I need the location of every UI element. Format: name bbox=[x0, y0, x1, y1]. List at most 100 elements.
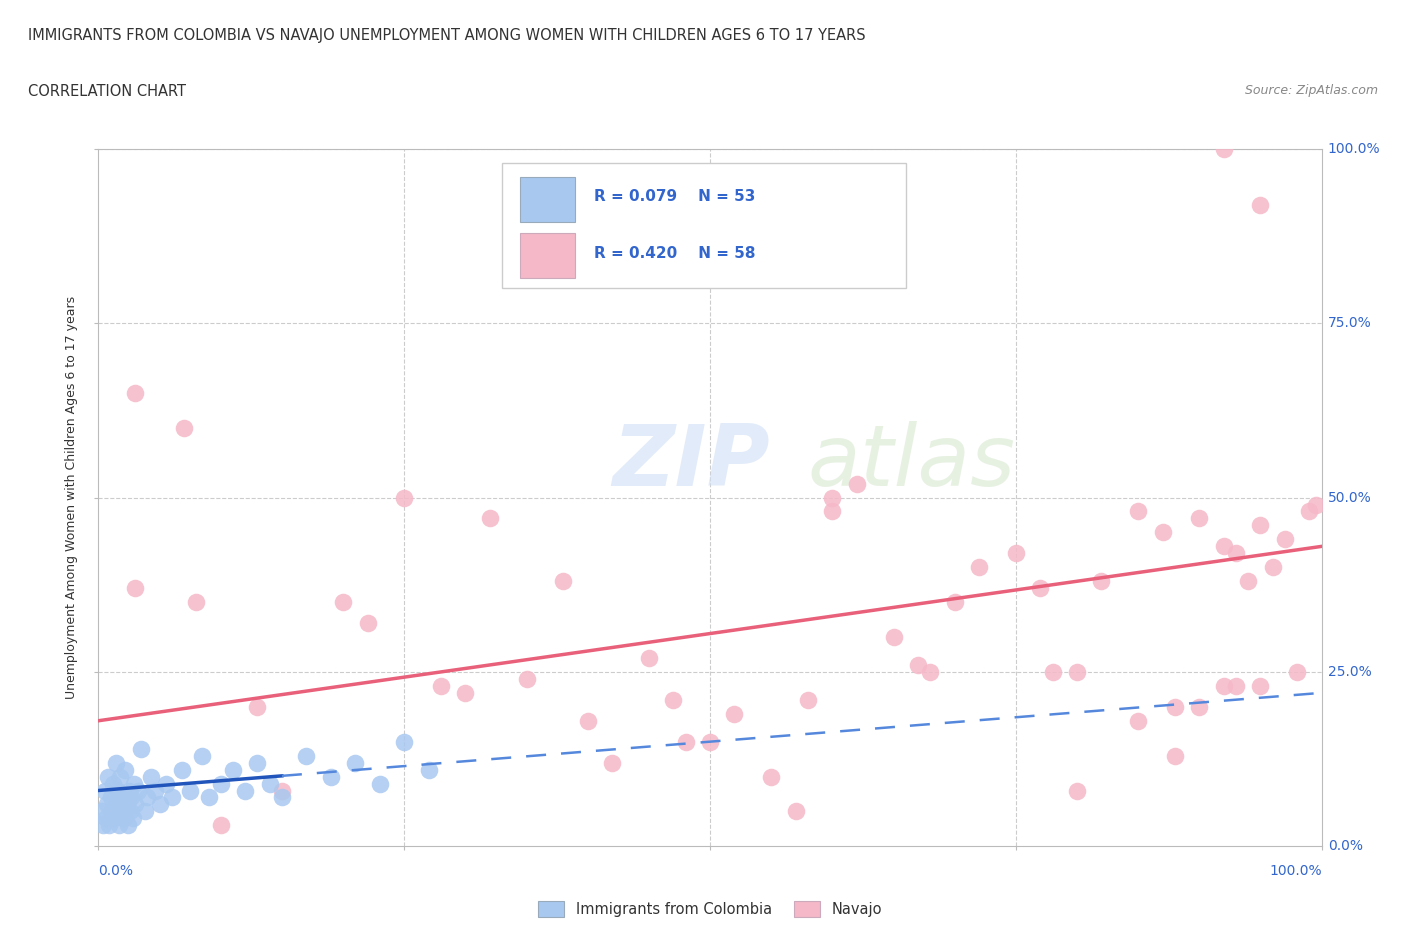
Point bbox=[270, 790, 294, 805]
Point bbox=[785, 804, 807, 819]
Point bbox=[845, 476, 868, 491]
Point bbox=[1042, 665, 1064, 680]
Point bbox=[967, 560, 990, 575]
Point bbox=[1305, 498, 1327, 512]
Point bbox=[94, 811, 117, 826]
Point bbox=[155, 776, 177, 790]
Point bbox=[675, 735, 697, 750]
Point bbox=[943, 595, 966, 610]
Text: 0.0%: 0.0% bbox=[1327, 839, 1362, 854]
Point bbox=[1250, 518, 1272, 533]
Point bbox=[1286, 665, 1309, 680]
Point bbox=[1029, 580, 1052, 596]
Y-axis label: Unemployment Among Women with Children Ages 6 to 17 years: Unemployment Among Women with Children A… bbox=[65, 296, 79, 699]
Point bbox=[430, 679, 453, 694]
Point bbox=[761, 769, 783, 784]
Point bbox=[270, 783, 294, 798]
Point bbox=[1237, 574, 1260, 589]
Point bbox=[883, 630, 905, 644]
Text: IMMIGRANTS FROM COLOMBIA VS NAVAJO UNEMPLOYMENT AMONG WOMEN WITH CHILDREN AGES 6: IMMIGRANTS FROM COLOMBIA VS NAVAJO UNEMP… bbox=[28, 28, 866, 43]
Point bbox=[191, 748, 214, 763]
Point bbox=[101, 804, 124, 819]
Point bbox=[1188, 512, 1211, 526]
Point bbox=[127, 783, 149, 798]
Point bbox=[110, 769, 132, 784]
Point bbox=[120, 790, 142, 805]
Point bbox=[197, 790, 219, 805]
Text: R = 0.420    N = 58: R = 0.420 N = 58 bbox=[593, 246, 755, 261]
Point bbox=[356, 616, 378, 631]
Point bbox=[100, 790, 122, 805]
Text: 100.0%: 100.0% bbox=[1327, 141, 1381, 156]
Point bbox=[105, 797, 128, 812]
Point bbox=[454, 685, 477, 700]
Point bbox=[120, 804, 142, 819]
Point bbox=[1225, 546, 1247, 561]
Point bbox=[104, 755, 127, 770]
Point bbox=[91, 818, 114, 833]
Point bbox=[662, 692, 685, 708]
Point bbox=[821, 490, 844, 505]
FancyBboxPatch shape bbox=[520, 232, 575, 278]
Point bbox=[1128, 504, 1150, 519]
Point bbox=[576, 713, 599, 728]
Point bbox=[1212, 141, 1234, 156]
Point bbox=[111, 804, 134, 819]
Legend: Immigrants from Colombia, Navajo: Immigrants from Colombia, Navajo bbox=[531, 896, 889, 923]
Point bbox=[136, 790, 159, 805]
Point bbox=[344, 755, 367, 770]
Point bbox=[600, 755, 623, 770]
Point bbox=[97, 769, 120, 784]
Point bbox=[124, 386, 146, 401]
Point bbox=[91, 804, 114, 819]
Text: ZIP: ZIP bbox=[612, 421, 770, 504]
Text: 100.0%: 100.0% bbox=[1270, 864, 1322, 878]
Text: 25.0%: 25.0% bbox=[1327, 665, 1371, 679]
Point bbox=[246, 755, 269, 770]
Point bbox=[368, 776, 391, 790]
Point bbox=[418, 763, 440, 777]
Point bbox=[1128, 713, 1150, 728]
Point bbox=[1250, 679, 1272, 694]
Point bbox=[93, 783, 115, 798]
Point bbox=[98, 818, 121, 833]
Text: R = 0.079    N = 53: R = 0.079 N = 53 bbox=[593, 189, 755, 204]
Text: 50.0%: 50.0% bbox=[1327, 490, 1371, 505]
Point bbox=[1066, 665, 1088, 680]
Point bbox=[907, 658, 929, 672]
Point bbox=[149, 797, 172, 812]
Point bbox=[1212, 679, 1234, 694]
Point bbox=[821, 504, 844, 519]
Point bbox=[101, 776, 124, 790]
Point bbox=[129, 741, 152, 756]
Point bbox=[186, 595, 208, 610]
Text: Source: ZipAtlas.com: Source: ZipAtlas.com bbox=[1244, 84, 1378, 97]
Point bbox=[392, 735, 416, 750]
Point bbox=[516, 671, 538, 686]
Point bbox=[723, 707, 745, 722]
Point bbox=[1274, 532, 1296, 547]
Point bbox=[295, 748, 318, 763]
Point bbox=[233, 783, 256, 798]
Point bbox=[134, 804, 156, 819]
Text: atlas: atlas bbox=[808, 421, 1017, 504]
Point bbox=[160, 790, 183, 805]
Point bbox=[1164, 699, 1187, 714]
Point bbox=[170, 763, 193, 777]
Point bbox=[1225, 679, 1247, 694]
Point bbox=[111, 790, 134, 805]
Point bbox=[173, 420, 195, 435]
Point bbox=[1212, 539, 1234, 554]
Point bbox=[143, 783, 166, 798]
Point bbox=[96, 797, 118, 812]
Point bbox=[1152, 525, 1174, 540]
Point bbox=[319, 769, 342, 784]
Point bbox=[139, 769, 162, 784]
Point bbox=[108, 818, 131, 833]
Text: 0.0%: 0.0% bbox=[98, 864, 134, 878]
Point bbox=[797, 692, 820, 708]
Point bbox=[332, 595, 354, 610]
Text: CORRELATION CHART: CORRELATION CHART bbox=[28, 84, 186, 99]
Point bbox=[246, 699, 269, 714]
Point bbox=[179, 783, 201, 798]
